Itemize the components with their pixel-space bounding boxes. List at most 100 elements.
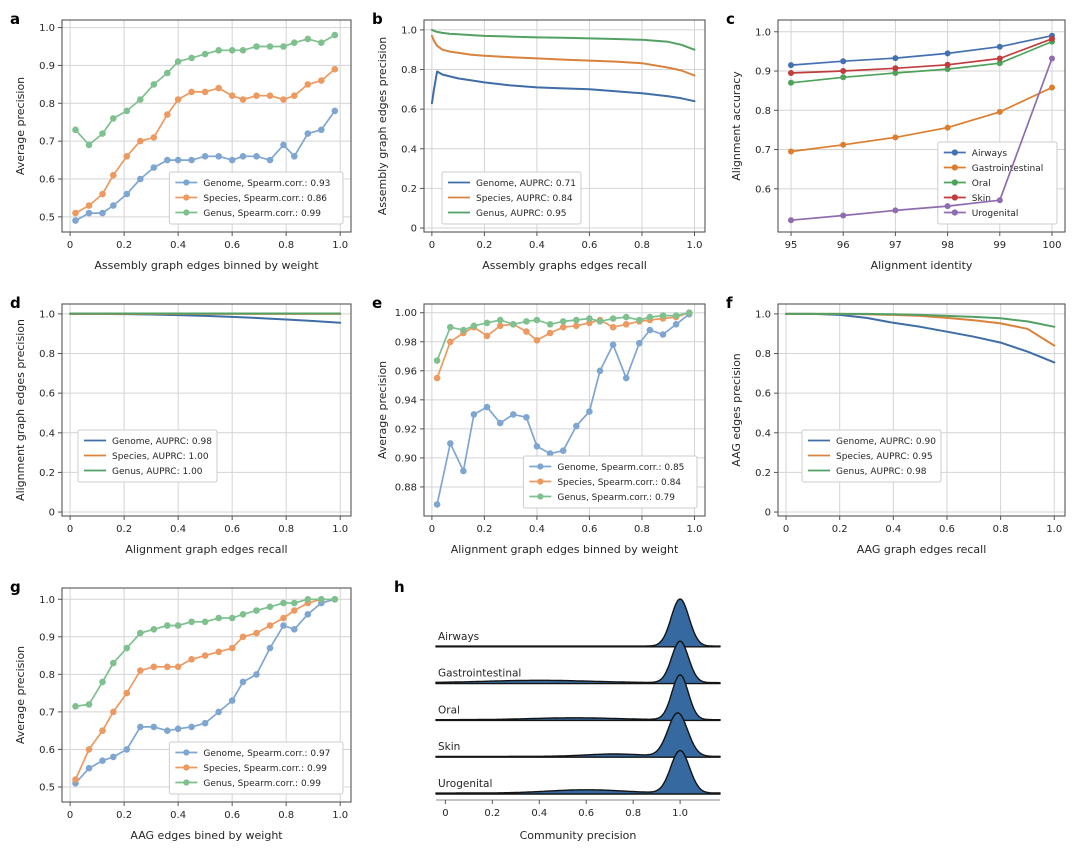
panel-d: d 0 0.2 0.4 0.6 0.8 1.0 0 0.2 0.4 0.6 0.8 1.0 Alignm… bbox=[10, 292, 360, 562]
svg-text:0: 0 bbox=[429, 524, 435, 535]
svg-text:0: 0 bbox=[783, 524, 789, 535]
svg-text:1.0: 1.0 bbox=[755, 27, 771, 38]
svg-text:1.0: 1.0 bbox=[39, 309, 55, 320]
svg-text:0: 0 bbox=[67, 524, 73, 535]
svg-text:Species, AUPRC: 0.95: Species, AUPRC: 0.95 bbox=[836, 452, 933, 462]
svg-text:0.6: 0.6 bbox=[224, 240, 240, 251]
svg-text:0.4: 0.4 bbox=[170, 240, 186, 251]
svg-text:0.6: 0.6 bbox=[39, 175, 55, 186]
svg-text:1.0: 1.0 bbox=[401, 25, 417, 36]
svg-text:0.9: 0.9 bbox=[39, 632, 55, 643]
svg-text:0.8: 0.8 bbox=[39, 99, 55, 110]
svg-text:0.8: 0.8 bbox=[39, 349, 55, 360]
svg-text:1.0: 1.0 bbox=[1046, 524, 1062, 535]
svg-text:0.2: 0.2 bbox=[484, 808, 500, 819]
svg-text:96: 96 bbox=[837, 240, 850, 251]
svg-text:1.0: 1.0 bbox=[755, 309, 771, 320]
panel-g: g 0 0.2 0.4 0.6 0.8 1.0 0.5 0.6 0.7 0.8 0.9 1.0 AAG … bbox=[10, 576, 360, 848]
svg-text:Genus, Spearm.corr.: 0.79: Genus, Spearm.corr.: 0.79 bbox=[557, 493, 675, 503]
svg-text:Airways: Airways bbox=[972, 149, 1008, 159]
panel-f: f 0 0.2 0.4 0.6 0.8 1.0 0 0.2 0.4 0.6 0.8 1.0 AAG gr… bbox=[726, 292, 1074, 562]
svg-text:Alignment identity: Alignment identity bbox=[871, 259, 973, 272]
svg-text:Alignment graph edges precisio: Alignment graph edges precision bbox=[14, 319, 27, 501]
svg-text:Average precision: Average precision bbox=[14, 77, 27, 175]
svg-text:0.8: 0.8 bbox=[634, 524, 650, 535]
svg-text:0.4: 0.4 bbox=[39, 428, 55, 439]
svg-text:0.6: 0.6 bbox=[401, 105, 417, 116]
svg-text:Genus, Spearm.corr.: 0.99: Genus, Spearm.corr.: 0.99 bbox=[203, 779, 321, 789]
svg-text:Average precision: Average precision bbox=[14, 646, 27, 744]
svg-text:0: 0 bbox=[67, 810, 73, 821]
svg-text:Genome, Spearm.corr.: 0.97: Genome, Spearm.corr.: 0.97 bbox=[203, 749, 330, 759]
svg-text:0.2: 0.2 bbox=[755, 468, 771, 479]
svg-text:0.8: 0.8 bbox=[401, 65, 417, 76]
svg-text:Gastrointestinal: Gastrointestinal bbox=[972, 164, 1043, 174]
svg-text:0.8: 0.8 bbox=[993, 524, 1009, 535]
svg-text:Genome, AUPRC: 0.90: Genome, AUPRC: 0.90 bbox=[836, 437, 936, 447]
panel-a: a 0 0.2 0.4 0.6 0.8 1.0 0.5 0.6 0.7 0.8 0.9 1.0 Asse… bbox=[10, 8, 360, 278]
svg-text:Genome, AUPRC: 0.98: Genome, AUPRC: 0.98 bbox=[112, 437, 212, 447]
panel-e: e 0 0.2 0.4 0.6 0.8 1.0 0.88 0.90 0.92 0.94 0.96 0.… bbox=[372, 292, 714, 562]
svg-text:0.2: 0.2 bbox=[832, 524, 848, 535]
svg-text:0.96: 0.96 bbox=[395, 366, 417, 377]
svg-text:0.9: 0.9 bbox=[755, 67, 771, 78]
svg-text:0.2: 0.2 bbox=[116, 810, 132, 821]
panel-h-letter: h bbox=[394, 578, 405, 596]
svg-text:Genus, AUPRC: 0.95: Genus, AUPRC: 0.95 bbox=[476, 209, 567, 219]
svg-text:0.8: 0.8 bbox=[278, 524, 294, 535]
svg-text:AAG graph edges recall: AAG graph edges recall bbox=[857, 543, 987, 556]
svg-text:0: 0 bbox=[429, 240, 435, 251]
panel-c-letter: c bbox=[726, 10, 735, 28]
svg-text:Species, Spearm.corr.: 0.86: Species, Spearm.corr.: 0.86 bbox=[203, 194, 327, 204]
svg-text:0.8: 0.8 bbox=[625, 808, 641, 819]
svg-text:0.8: 0.8 bbox=[39, 670, 55, 681]
svg-text:Genus, AUPRC: 0.98: Genus, AUPRC: 0.98 bbox=[836, 467, 927, 477]
svg-text:0.6: 0.6 bbox=[39, 389, 55, 400]
svg-text:0.4: 0.4 bbox=[755, 428, 771, 439]
panel-e-plot: 0 0.2 0.4 0.6 0.8 1.0 0.88 0.90 0.92 0.94 0.96 0.98… bbox=[376, 303, 706, 556]
svg-text:99: 99 bbox=[993, 240, 1006, 251]
panel-a-plot: 0 0.2 0.4 0.6 0.8 1.0 0.5 0.6 0.7 0.8 0.9 1.0 Assemb… bbox=[14, 19, 352, 272]
svg-text:0.4: 0.4 bbox=[170, 524, 186, 535]
panel-b: b 0 0.2 0.4 0.6 0.8 1.0 0 0.2 0.4 0.6 0.8 1.0 Assemb… bbox=[372, 8, 714, 278]
svg-text:0.8: 0.8 bbox=[634, 240, 650, 251]
svg-text:1.0: 1.0 bbox=[687, 240, 703, 251]
svg-text:Alignment accuracy: Alignment accuracy bbox=[730, 71, 743, 181]
svg-text:Assembly graph edges precision: Assembly graph edges precision bbox=[376, 37, 389, 216]
svg-text:1.0: 1.0 bbox=[332, 810, 348, 821]
svg-text:0.8: 0.8 bbox=[755, 349, 771, 360]
svg-text:Alignment graph edges recall: Alignment graph edges recall bbox=[125, 543, 287, 556]
svg-text:Urogenital: Urogenital bbox=[972, 209, 1019, 219]
svg-text:0: 0 bbox=[442, 808, 448, 819]
svg-text:Urogenital: Urogenital bbox=[438, 778, 492, 790]
panel-a-letter: a bbox=[10, 10, 21, 28]
svg-text:0.6: 0.6 bbox=[39, 745, 55, 756]
svg-text:0.5: 0.5 bbox=[39, 782, 55, 793]
svg-text:0.8: 0.8 bbox=[278, 240, 294, 251]
svg-text:0.6: 0.6 bbox=[578, 808, 594, 819]
svg-text:98: 98 bbox=[941, 240, 954, 251]
svg-text:0.6: 0.6 bbox=[581, 240, 597, 251]
svg-text:Genus, Spearm.corr.: 0.99: Genus, Spearm.corr.: 0.99 bbox=[203, 209, 321, 219]
svg-text:Gastrointestinal: Gastrointestinal bbox=[438, 668, 521, 680]
panel-h-ridgeline-plot: Airways Gastrointestinal Oral Skin Urogenita… bbox=[435, 598, 721, 842]
svg-text:Genus, AUPRC: 1.00: Genus, AUPRC: 1.00 bbox=[112, 467, 203, 477]
svg-text:0.2: 0.2 bbox=[401, 184, 417, 195]
svg-text:Assembly graph edges binned by: Assembly graph edges binned by weight bbox=[94, 259, 319, 272]
svg-text:Community precision: Community precision bbox=[520, 829, 637, 842]
svg-text:0.2: 0.2 bbox=[39, 468, 55, 479]
svg-text:0.9: 0.9 bbox=[39, 61, 55, 72]
svg-text:AAG edges precision: AAG edges precision bbox=[730, 353, 743, 467]
svg-text:Genome, AUPRC: 0.71: Genome, AUPRC: 0.71 bbox=[476, 179, 576, 189]
svg-text:1.0: 1.0 bbox=[687, 524, 703, 535]
svg-text:0.6: 0.6 bbox=[224, 524, 240, 535]
svg-text:0.6: 0.6 bbox=[581, 524, 597, 535]
panel-d-letter: d bbox=[10, 294, 21, 312]
svg-text:95: 95 bbox=[785, 240, 798, 251]
svg-text:0.90: 0.90 bbox=[395, 453, 417, 464]
svg-text:0.8: 0.8 bbox=[755, 106, 771, 117]
svg-text:0.5: 0.5 bbox=[39, 212, 55, 223]
svg-text:Species, AUPRC: 1.00: Species, AUPRC: 1.00 bbox=[112, 452, 209, 462]
svg-text:0.7: 0.7 bbox=[755, 145, 771, 156]
svg-text:1.0: 1.0 bbox=[332, 240, 348, 251]
